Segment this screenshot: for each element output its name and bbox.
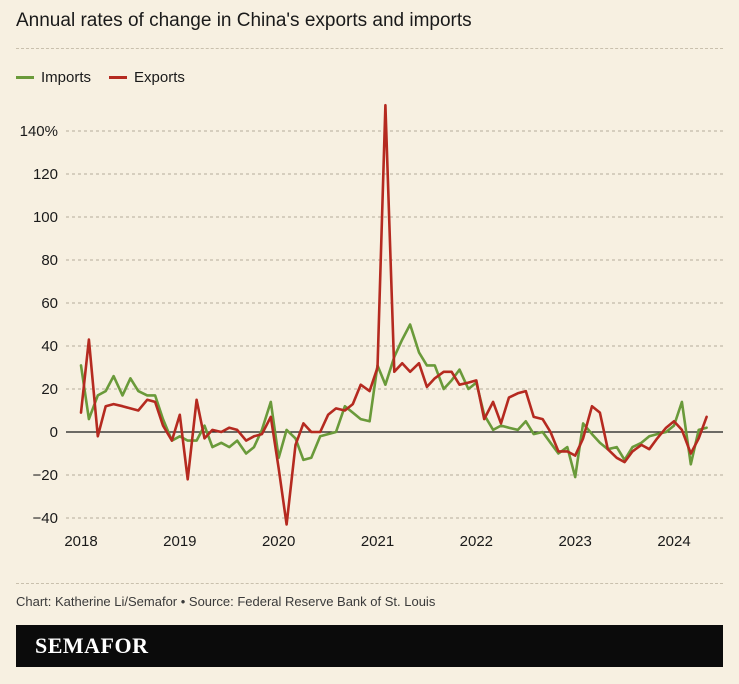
y-tick-label: 100 bbox=[33, 209, 58, 226]
brand-bar: SEMAFOR bbox=[16, 625, 723, 667]
legend-item-exports: Exports bbox=[109, 69, 185, 86]
y-tick-label: 80 bbox=[41, 252, 58, 269]
x-tick-label: 2023 bbox=[558, 533, 591, 550]
bottom-divider bbox=[16, 583, 723, 584]
x-tick-label: 2019 bbox=[163, 533, 196, 550]
y-tick-label: 20 bbox=[41, 381, 58, 398]
y-tick-label: 140% bbox=[20, 123, 58, 140]
legend-swatch-exports bbox=[109, 76, 128, 79]
legend-item-imports: Imports bbox=[16, 69, 91, 86]
x-tick-label: 2018 bbox=[64, 533, 97, 550]
legend: Imports Exports bbox=[16, 69, 185, 86]
x-tick-label: 2020 bbox=[262, 533, 295, 550]
x-tick-label: 2022 bbox=[460, 533, 493, 550]
top-divider bbox=[16, 48, 723, 49]
y-tick-label: −20 bbox=[33, 467, 58, 484]
y-tick-label: 60 bbox=[41, 295, 58, 312]
y-tick-label: 0 bbox=[50, 424, 58, 441]
chart-title: Annual rates of change in China's export… bbox=[16, 10, 472, 31]
x-tick-label: 2024 bbox=[657, 533, 690, 550]
series-line-exports bbox=[79, 103, 708, 526]
legend-swatch-imports bbox=[16, 76, 34, 79]
line-chart: −40 −20 0 20 40 60 80 100 120 140% 2018 2019 2020 202… bbox=[20, 103, 723, 550]
y-tick-label: 120 bbox=[33, 166, 58, 183]
legend-label-imports: Imports bbox=[41, 69, 92, 86]
source-credit: Chart: Katherine Li/Semafor • Source: Fe… bbox=[16, 594, 436, 609]
legend-label-exports: Exports bbox=[134, 69, 185, 86]
y-tick-label: −40 bbox=[33, 510, 58, 527]
brand-logo: SEMAFOR bbox=[35, 633, 149, 658]
x-tick-label: 2021 bbox=[361, 533, 394, 550]
y-tick-label: 40 bbox=[41, 338, 58, 355]
